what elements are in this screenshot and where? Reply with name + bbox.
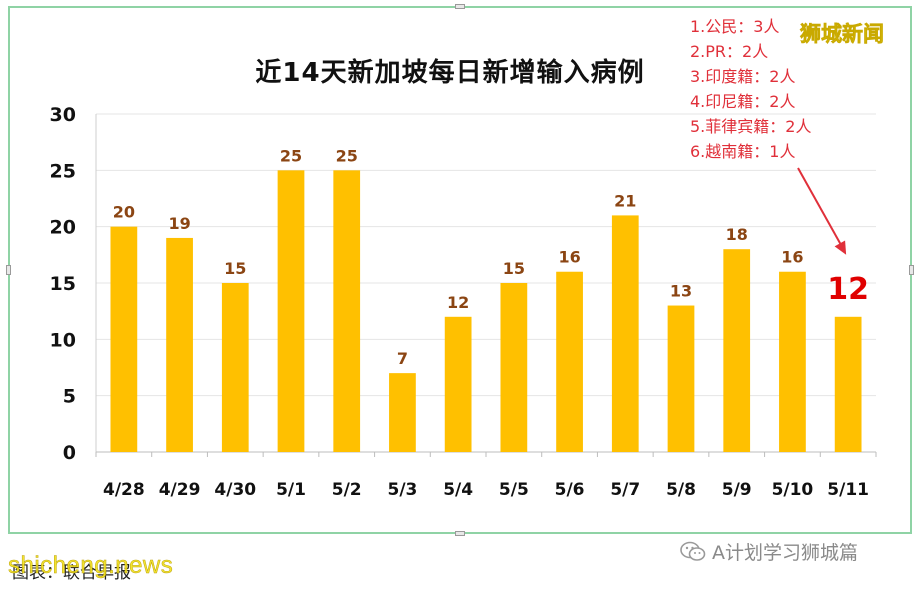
bar bbox=[110, 226, 138, 452]
site-watermark: shicheng.news bbox=[8, 552, 174, 580]
wechat-account: A计划学习狮城篇 bbox=[680, 538, 858, 565]
breakdown-line-3: 3.印度籍：2人 bbox=[690, 67, 796, 86]
wechat-icon bbox=[680, 541, 706, 563]
data-label: 15 bbox=[503, 259, 525, 278]
bar bbox=[779, 271, 806, 452]
data-label: 7 bbox=[397, 349, 408, 368]
y-tick-label: 5 bbox=[63, 386, 76, 408]
y-tick-label: 10 bbox=[50, 329, 76, 351]
breakdown-line-2: 2.PR：2人 bbox=[690, 42, 769, 61]
data-label: 16 bbox=[781, 248, 803, 267]
y-tick-label: 30 bbox=[50, 104, 76, 126]
y-tick-label: 25 bbox=[50, 160, 76, 182]
x-tick-label: 5/5 bbox=[499, 480, 529, 500]
bar bbox=[611, 215, 639, 452]
bar bbox=[277, 170, 305, 453]
x-tick-label: 5/10 bbox=[772, 480, 814, 500]
x-tick-label: 5/11 bbox=[827, 480, 869, 500]
data-label: 16 bbox=[558, 248, 580, 267]
x-tick-label: 4/30 bbox=[214, 480, 256, 500]
bar bbox=[667, 305, 695, 452]
bar bbox=[444, 316, 472, 452]
bar bbox=[556, 271, 583, 452]
x-tick-label: 5/3 bbox=[387, 480, 417, 500]
y-tick-label: 0 bbox=[63, 442, 76, 464]
bar bbox=[389, 373, 416, 452]
chart-credit: 图表：联合早报 bbox=[12, 563, 131, 583]
bar bbox=[221, 283, 249, 452]
breakdown-line-6: 6.越南籍：1人 bbox=[690, 142, 796, 161]
bar bbox=[500, 283, 528, 452]
bar bbox=[166, 237, 193, 452]
resize-handle-right[interactable] bbox=[909, 265, 914, 275]
bar bbox=[333, 170, 361, 453]
x-tick-label: 5/4 bbox=[443, 480, 473, 500]
x-tick-label: 5/7 bbox=[610, 480, 640, 500]
data-label: 19 bbox=[168, 214, 190, 233]
breakdown-line-4: 4.印尼籍：2人 bbox=[690, 92, 796, 111]
breakdown-line-5: 5.菲律宾籍：2人 bbox=[690, 117, 812, 136]
x-tick-label: 5/2 bbox=[332, 480, 362, 500]
x-tick-label: 4/29 bbox=[159, 480, 201, 500]
data-label: 15 bbox=[224, 259, 246, 278]
data-label: 12 bbox=[827, 272, 869, 307]
data-label: 20 bbox=[113, 203, 135, 222]
data-label: 25 bbox=[280, 146, 302, 165]
resize-handle-top[interactable] bbox=[455, 4, 465, 9]
y-tick-label: 15 bbox=[50, 273, 76, 295]
bar bbox=[834, 316, 862, 452]
chart-title: 近14天新加坡每日新增输入病例 bbox=[255, 58, 645, 88]
resize-handle-left[interactable] bbox=[6, 265, 11, 275]
resize-handle-bottom[interactable] bbox=[455, 531, 465, 536]
breakdown-line-1: 1.公民：3人 bbox=[690, 17, 780, 36]
y-tick-label: 20 bbox=[50, 217, 76, 239]
data-label: 18 bbox=[726, 225, 748, 244]
x-tick-label: 4/28 bbox=[103, 480, 145, 500]
data-label: 21 bbox=[614, 191, 636, 210]
x-tick-label: 5/9 bbox=[722, 480, 752, 500]
nationality-breakdown: 1.公民：3人 2.PR：2人 3.印度籍：2人 4.印尼籍：2人 5.菲律宾籍… bbox=[690, 14, 811, 164]
wechat-account-name: A计划学习狮城篇 bbox=[712, 542, 858, 564]
x-tick-label: 5/6 bbox=[555, 480, 585, 500]
annotation-arrowhead bbox=[834, 240, 847, 255]
data-label: 25 bbox=[336, 146, 358, 165]
data-label: 12 bbox=[447, 293, 469, 312]
x-tick-label: 5/8 bbox=[666, 480, 696, 500]
annotation-arrow bbox=[797, 167, 845, 250]
bar bbox=[723, 249, 751, 452]
x-tick-label: 5/1 bbox=[276, 480, 306, 500]
source-logo: 狮城新闻 bbox=[800, 22, 885, 47]
data-label: 13 bbox=[670, 282, 692, 301]
